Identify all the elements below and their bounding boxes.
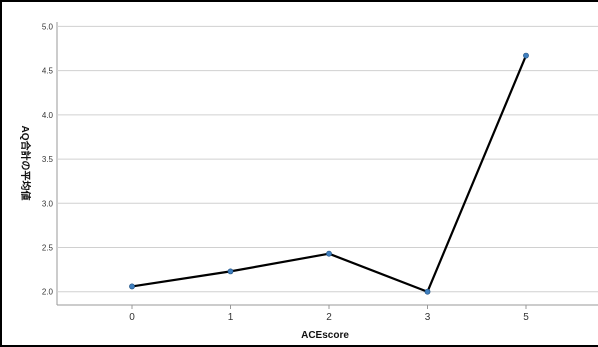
grid-lines <box>57 25 598 293</box>
y-tick-labels: 2.0 2.5 3.0 3.5 4.0 4.5 5.0 <box>42 22 54 296</box>
y-tick-label: 2.0 <box>42 288 54 297</box>
x-tick-label: 2 <box>326 312 332 323</box>
data-point <box>326 250 332 257</box>
data-point <box>523 52 529 59</box>
y-tick-label: 4.0 <box>42 111 54 120</box>
y-axis-title: AQ合計の平均値 <box>19 126 32 201</box>
x-tick-label: 0 <box>129 312 135 323</box>
y-tick-label: 2.5 <box>42 244 54 253</box>
x-tick-labels: 0 1 2 3 5 <box>129 305 529 323</box>
data-point <box>424 288 431 295</box>
data-point <box>227 268 234 275</box>
y-tick-label: 3.5 <box>42 155 54 164</box>
x-axis-title: ACEscore <box>301 330 349 341</box>
x-tick-label: 3 <box>425 312 431 323</box>
y-tick-label: 3.0 <box>42 199 54 208</box>
data-point <box>129 283 135 290</box>
y-tick-label: 5.0 <box>42 22 54 31</box>
x-tick-label: 5 <box>523 312 529 323</box>
data-points <box>129 52 529 295</box>
y-tick-label: 4.5 <box>42 67 54 76</box>
x-tick-label: 1 <box>228 312 234 323</box>
